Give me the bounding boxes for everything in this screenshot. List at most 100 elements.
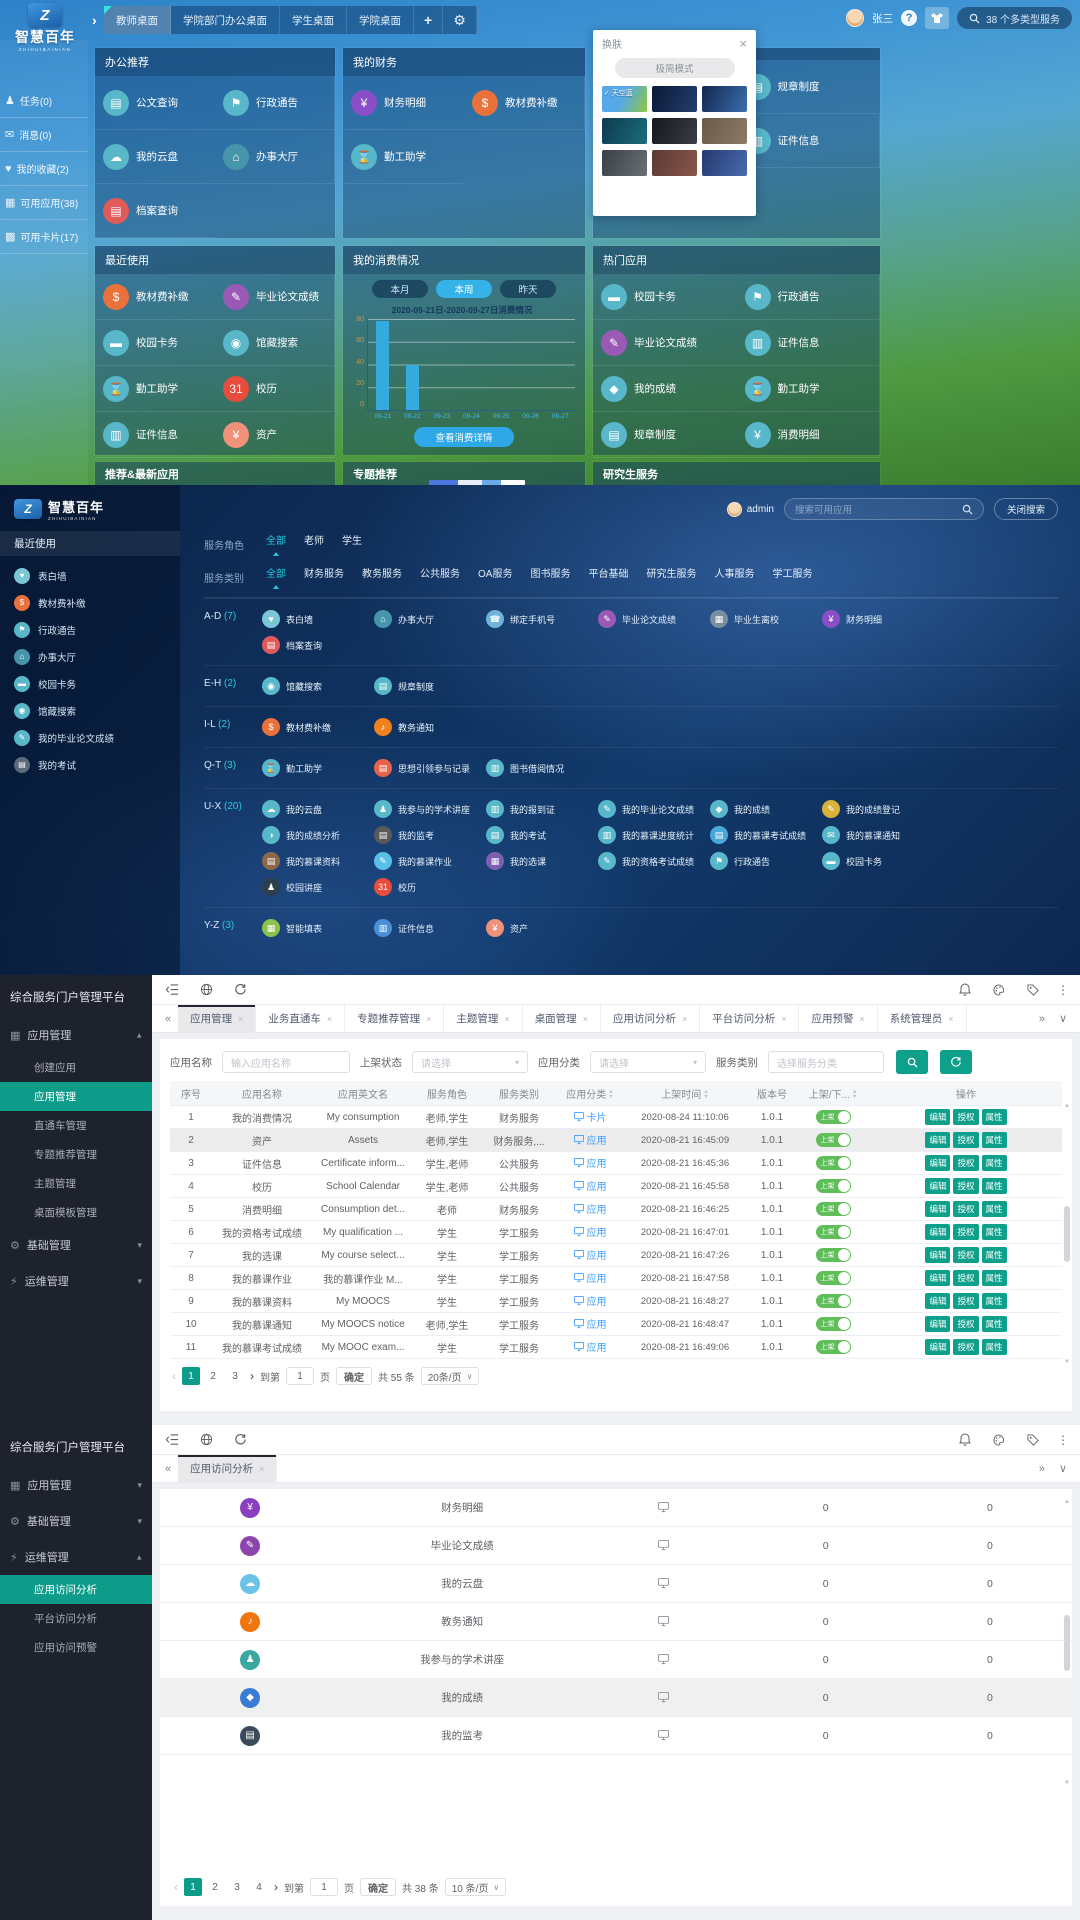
- recent-app-item[interactable]: ✎ 我的毕业论文成绩: [14, 724, 180, 751]
- tab-close-icon[interactable]: ×: [259, 1463, 265, 1474]
- directory-app-item[interactable]: ♟ 我参与的学术讲座: [374, 796, 486, 822]
- sidebar-nav-item[interactable]: ♥ 我的收藏(2): [0, 152, 88, 186]
- app-type-link[interactable]: 应用: [573, 1155, 607, 1170]
- directory-app-item[interactable]: ✎ 毕业论文成绩: [598, 606, 710, 632]
- service-search[interactable]: 38 个多类型服务: [957, 7, 1072, 29]
- app-item[interactable]: ✎ 毕业论文成绩: [593, 320, 737, 366]
- page-size-select[interactable]: 20条/页 ∨: [420, 1367, 480, 1385]
- app-item[interactable]: ⌛ 勤工助学: [736, 366, 880, 412]
- directory-app-item[interactable]: ◉ 馆藏搜索: [262, 673, 374, 699]
- publish-toggle[interactable]: 上架: [815, 1317, 851, 1331]
- directory-app-item[interactable]: ☎ 绑定手机号: [486, 606, 598, 632]
- category-option[interactable]: 人事服务: [714, 569, 755, 580]
- publish-toggle[interactable]: 上架: [815, 1179, 851, 1193]
- table-row[interactable]: 6 我的资格考试成绩 My qualification ... 学生 学工服务 …: [170, 1221, 1062, 1244]
- skin-thumbnail[interactable]: [652, 118, 697, 144]
- skin-thumbnail[interactable]: [602, 150, 647, 176]
- table-row[interactable]: 5 消费明细 Consumption det... 老师 财务服务 应用 202…: [170, 1198, 1062, 1221]
- publish-toggle[interactable]: 上架: [815, 1294, 851, 1308]
- app-item[interactable]: ▥ 证件信息: [736, 320, 880, 366]
- workspace-tab[interactable]: 平台访问分析 ×: [700, 1004, 800, 1033]
- row-action-button[interactable]: 属性: [981, 1109, 1007, 1125]
- analysis-row[interactable]: ☁ 我的云盘 0 0: [160, 1565, 1072, 1603]
- tab-close-icon[interactable]: ×: [426, 1013, 432, 1024]
- row-action-button[interactable]: 属性: [981, 1178, 1007, 1194]
- app-item[interactable]: ☁ 我的云盘: [95, 130, 215, 184]
- category-option[interactable]: 图书服务: [530, 569, 571, 580]
- directory-app-item[interactable]: ▤ 档案查询: [262, 632, 374, 658]
- app-item[interactable]: ▤ 规章制度: [593, 412, 737, 458]
- publish-toggle[interactable]: 上架: [815, 1133, 851, 1147]
- app-item[interactable]: ▬ 校园卡务: [95, 320, 215, 366]
- app-item[interactable]: ▬ 校园卡务: [593, 274, 737, 320]
- category-option[interactable]: 财务服务: [304, 569, 344, 580]
- app-type-link[interactable]: 应用: [573, 1247, 607, 1262]
- recent-app-item[interactable]: ▬ 校园卡务: [14, 670, 180, 697]
- recent-app-item[interactable]: ▤ 我的考试: [14, 751, 180, 778]
- vertical-scrollbar[interactable]: ▲ ▼: [1064, 1499, 1070, 1786]
- workspace-tab[interactable]: 主题管理 ×: [444, 1004, 523, 1033]
- app-item[interactable]: ¥ 消费明细: [736, 412, 880, 458]
- app-item[interactable]: ▤ 公文查询: [95, 76, 215, 130]
- app-item[interactable]: ¥ 资产: [215, 412, 335, 458]
- user-name[interactable]: 张三: [872, 12, 894, 25]
- directory-app-item[interactable]: ◑ 我的成绩分析: [262, 822, 374, 848]
- submenu-item[interactable]: 应用访问预警: [34, 1642, 97, 1654]
- app-name-input[interactable]: 输入应用名称: [222, 1051, 350, 1073]
- row-action-button[interactable]: 编辑: [925, 1293, 951, 1309]
- consumption-range-tab[interactable]: 本月: [372, 280, 428, 298]
- row-action-button[interactable]: 编辑: [925, 1178, 951, 1194]
- tabs-scroll-left[interactable]: «: [165, 1012, 172, 1025]
- sort-icon[interactable]: ▲ ▼: [608, 1089, 614, 1100]
- directory-app-item[interactable]: ▤ 规章制度: [374, 673, 486, 699]
- directory-app-item[interactable]: ✎ 我的资格考试成绩: [598, 848, 710, 874]
- recent-app-item[interactable]: ⌂ 办事大厅: [14, 643, 180, 670]
- publish-state-select[interactable]: 请选择 ▾: [412, 1051, 528, 1073]
- recent-app-item[interactable]: ◉ 馆藏搜索: [14, 697, 180, 724]
- service-class-input[interactable]: 选择服务分类: [768, 1051, 884, 1073]
- desktop-tab[interactable]: 教师桌面: [104, 6, 171, 34]
- directory-app-item[interactable]: ☁ 我的云盘: [262, 796, 374, 822]
- workspace-tab[interactable]: 系统管理员 ×: [878, 1004, 967, 1033]
- row-action-button[interactable]: 属性: [981, 1293, 1007, 1309]
- app-item[interactable]: $ 教材费补缴: [95, 274, 215, 320]
- table-row[interactable]: 7 我的选课 My course select... 学生 学工服务 应用 20…: [170, 1244, 1062, 1267]
- page-button[interactable]: 4: [256, 1881, 262, 1893]
- next-page-button[interactable]: ›: [250, 1369, 254, 1383]
- app-type-link[interactable]: 应用: [573, 1224, 607, 1239]
- app-item[interactable]: ◆ 我的成绩: [593, 366, 737, 412]
- menu-item[interactable]: ▦ 应用管理 ▾: [0, 1017, 152, 1053]
- row-action-button[interactable]: 授权: [953, 1155, 979, 1171]
- tab-close-icon[interactable]: ×: [681, 1013, 688, 1024]
- prev-page-button[interactable]: ‹: [172, 1369, 176, 1383]
- consumption-range-tab[interactable]: 本周: [436, 280, 492, 298]
- publish-toggle[interactable]: 上架: [815, 1110, 851, 1124]
- app-type-link[interactable]: 应用: [573, 1201, 607, 1216]
- directory-app-item[interactable]: ▤ 思想引领参与记录: [374, 755, 486, 781]
- directory-app-item[interactable]: ▦ 毕业生离校: [710, 606, 822, 632]
- user-avatar[interactable]: [846, 9, 865, 27]
- row-action-button[interactable]: 编辑: [925, 1132, 951, 1148]
- row-action-button[interactable]: 授权: [953, 1109, 979, 1125]
- sort-icon[interactable]: ▲ ▼: [703, 1089, 709, 1100]
- table-row[interactable]: 4 校历 School Calendar 学生,老师 公共服务 应用 2020-…: [170, 1175, 1062, 1198]
- row-action-button[interactable]: 编辑: [925, 1316, 951, 1332]
- directory-app-item[interactable]: ⌂ 办事大厅: [374, 606, 486, 632]
- role-option[interactable]: 全部: [266, 532, 286, 556]
- view-consumption-details-button[interactable]: 查看消费详情: [414, 427, 514, 447]
- row-action-button[interactable]: 授权: [953, 1224, 979, 1240]
- app-search-input[interactable]: 搜索可用应用: [783, 498, 984, 520]
- app-type-link[interactable]: 应用: [573, 1316, 607, 1331]
- app-item[interactable]: ▥ 证件信息: [95, 412, 215, 458]
- directory-app-item[interactable]: ▤ 我的监考: [374, 822, 486, 848]
- more-icon[interactable]: ⋮: [1057, 1432, 1070, 1447]
- row-action-button[interactable]: 编辑: [925, 1339, 951, 1355]
- submenu-item[interactable]: 应用管理: [0, 1082, 152, 1111]
- menu-item[interactable]: ⚙ 基础管理 ▾: [0, 1227, 152, 1263]
- row-action-button[interactable]: 授权: [953, 1293, 979, 1309]
- row-action-button[interactable]: 编辑: [925, 1201, 951, 1217]
- palette-icon[interactable]: [989, 980, 1009, 1000]
- publish-toggle[interactable]: 上架: [815, 1340, 851, 1354]
- row-action-button[interactable]: 授权: [953, 1132, 979, 1148]
- role-option[interactable]: 学生: [342, 536, 362, 547]
